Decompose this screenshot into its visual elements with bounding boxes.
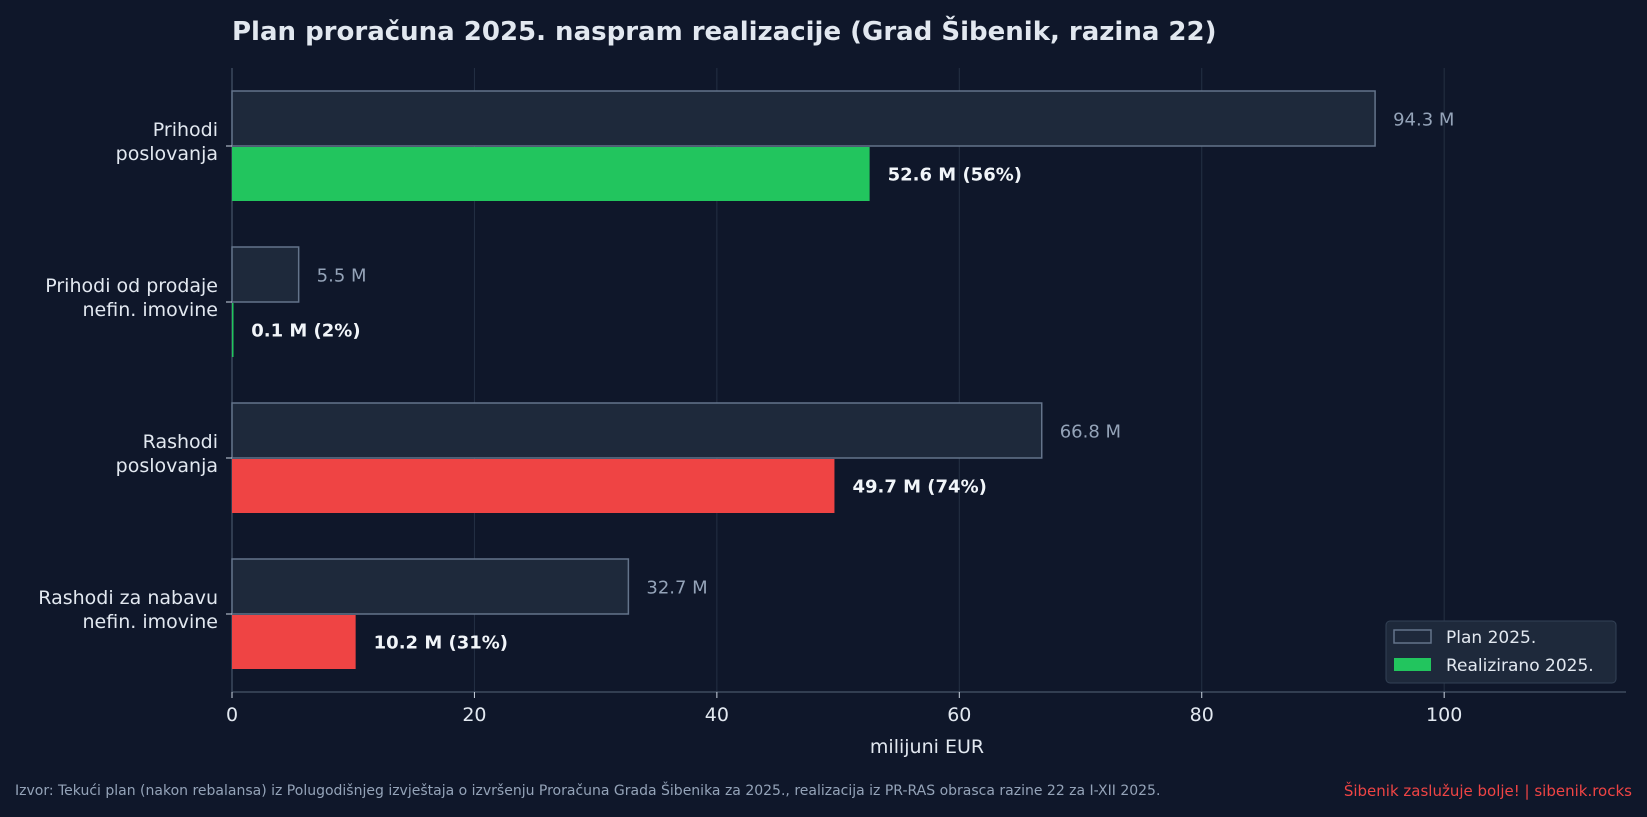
x-tick-label: 40 bbox=[705, 704, 729, 726]
plan-bar bbox=[231, 558, 630, 615]
legend-swatch-plan bbox=[1393, 629, 1432, 644]
realised-bar bbox=[232, 147, 870, 201]
x-tick-label: 80 bbox=[1190, 704, 1214, 726]
category-label: nefin. imovine bbox=[83, 299, 219, 321]
brand-link[interactable]: Šibenik zaslužuje bolje! | sibenik.rocks bbox=[1343, 782, 1632, 800]
source-note: Izvor: Tekući plan (nakon rebalansa) iz … bbox=[15, 783, 1161, 799]
realised-value-label: 52.6 M (56%) bbox=[888, 165, 1022, 186]
x-tick-label: 60 bbox=[947, 704, 971, 726]
x-axis-label: milijuni EUR bbox=[870, 736, 984, 758]
plan-value-label: 5.5 M bbox=[317, 266, 367, 287]
x-tick-label: 0 bbox=[226, 704, 238, 726]
legend-box bbox=[1385, 620, 1617, 684]
category-label: Prihodi od prodaje bbox=[45, 275, 218, 297]
category-label: Rashodi za nabavu bbox=[38, 587, 218, 609]
realised-value-label: 49.7 M (74%) bbox=[852, 477, 986, 498]
plan-bar bbox=[231, 90, 1376, 147]
plan-bar bbox=[231, 402, 1043, 459]
legend-label-realised: Realizirano 2025. bbox=[1446, 656, 1594, 676]
realised-value-label: 10.2 M (31%) bbox=[374, 633, 508, 654]
realised-bar bbox=[232, 459, 835, 513]
chart-title: Plan proračuna 2025. naspram realizacije… bbox=[232, 15, 1217, 47]
plan-value-label: 94.3 M bbox=[1393, 110, 1454, 131]
plan-value-label: 66.8 M bbox=[1060, 422, 1121, 443]
x-tick-label: 20 bbox=[462, 704, 486, 726]
realised-value-label: 0.1 M (2%) bbox=[251, 321, 360, 342]
category-label: Rashodi bbox=[143, 431, 218, 453]
category-label: poslovanja bbox=[116, 143, 218, 165]
x-tick-label: 100 bbox=[1426, 704, 1462, 726]
legend-label-plan: Plan 2025. bbox=[1446, 628, 1536, 648]
category-label: poslovanja bbox=[116, 455, 218, 477]
plan-bar bbox=[231, 246, 300, 303]
realised-bar bbox=[232, 303, 234, 357]
legend-swatch-realised bbox=[1394, 658, 1431, 671]
realised-bar bbox=[232, 615, 356, 669]
category-label: Prihodi bbox=[153, 119, 218, 141]
category-label: nefin. imovine bbox=[83, 611, 219, 633]
plan-value-label: 32.7 M bbox=[646, 578, 707, 599]
